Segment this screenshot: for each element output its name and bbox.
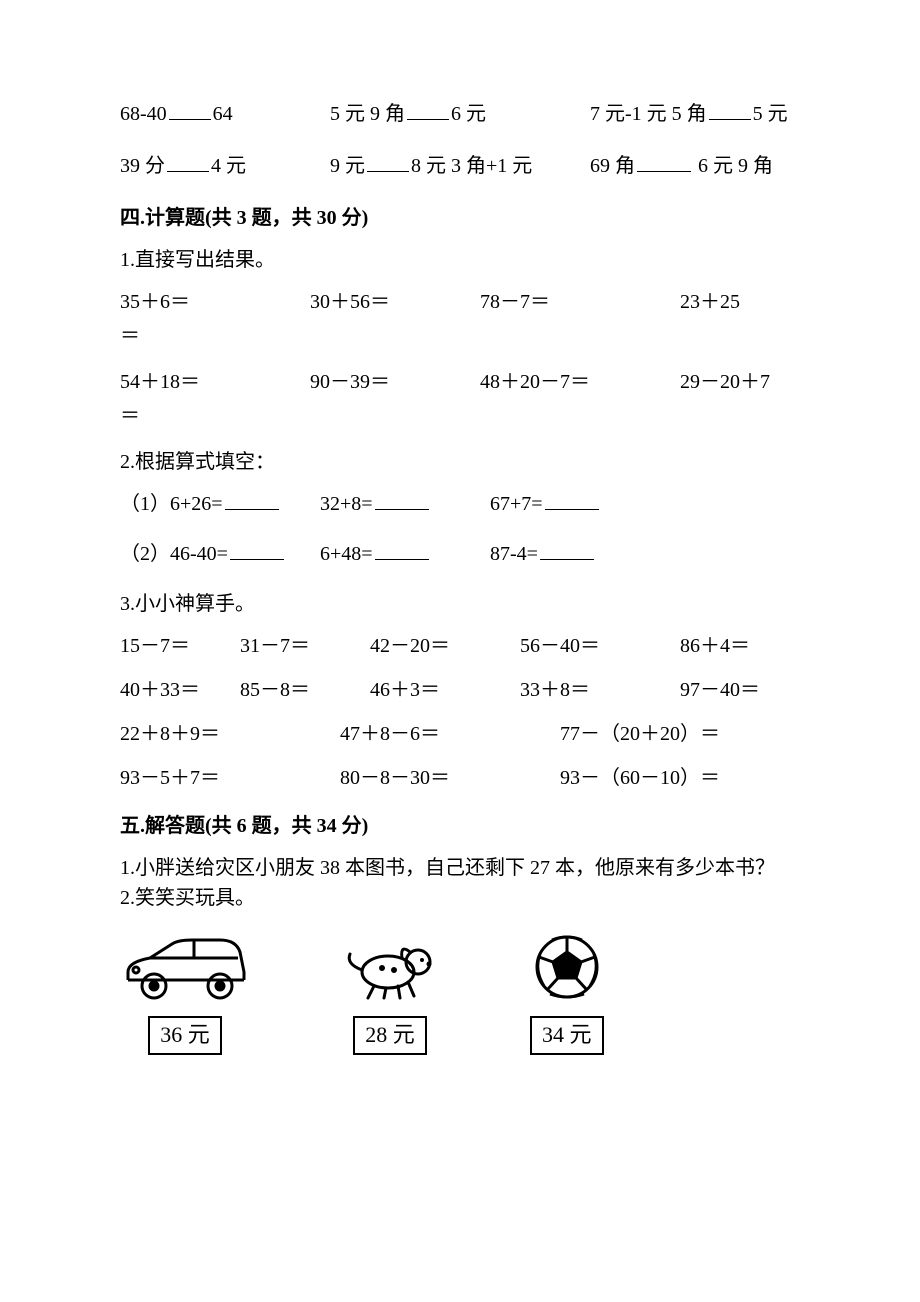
expr: 93－5＋7＝ <box>120 764 340 792</box>
trailing-equals: ＝ <box>120 402 800 430</box>
s4-q3-row4: 93－5＋7＝ 80－8－30＝ 93－（60－10）＝ <box>120 764 800 792</box>
expr: 40＋33＝ <box>120 676 240 704</box>
expr: 48＋20－7＝ <box>480 368 680 396</box>
blank <box>545 491 599 510</box>
expr: 87-4= <box>490 543 538 565</box>
comp-cell: 7 元-1 元 5 角 5 元 <box>590 100 788 128</box>
expr: 42－20＝ <box>370 632 520 660</box>
expr: 23＋25 <box>680 288 740 316</box>
car-icon <box>120 932 250 1002</box>
comp-left: 7 元-1 元 5 角 <box>590 103 707 125</box>
expr-blank: 6+48= <box>320 540 490 568</box>
expr: 31－7＝ <box>240 632 370 660</box>
expr: （1）6+26= <box>120 493 223 515</box>
comp-cell: 9 元 8 元 3 角+1 元 <box>330 152 590 180</box>
expr: 86＋4＝ <box>680 632 750 660</box>
comp-right: 64 <box>213 103 233 125</box>
expr: 33＋8＝ <box>520 676 680 704</box>
blank <box>367 153 409 172</box>
comparison-row-2: 39 分 4 元 9 元 8 元 3 角+1 元 69 角 6 元 9 角 <box>120 152 800 180</box>
comp-left: 68-40 <box>120 103 167 125</box>
blank <box>230 541 284 560</box>
blank <box>407 101 449 120</box>
s4-q3-row1: 15－7＝ 31－7＝ 42－20＝ 56－40＝ 86＋4＝ <box>120 632 800 660</box>
expr: 54＋18＝ <box>120 368 310 396</box>
s5-q1: 1.小胖送给灾区小朋友 38 本图书，自己还剩下 27 本，他原来有多少本书？ <box>120 854 800 882</box>
blank <box>375 491 429 510</box>
expr: 35＋6＝ <box>120 288 310 316</box>
comp-right: 6 元 <box>451 103 486 125</box>
comparison-row-1: 68-40 64 5 元 9 角 6 元 7 元-1 元 5 角 5 元 <box>120 100 800 128</box>
s4-q1-title: 1.直接写出结果。 <box>120 246 800 274</box>
comp-right: 6 元 9 角 <box>693 155 773 177</box>
section-5-heading: 五.解答题(共 6 题，共 34 分) <box>120 812 800 840</box>
expr: 22＋8＋9＝ <box>120 720 340 748</box>
s5-q2: 2.笑笑买玩具。 <box>120 884 800 912</box>
toy-row: 36 元 28 元 <box>120 932 800 1055</box>
comp-right: 4 元 <box>211 155 246 177</box>
ball-icon <box>532 932 602 1002</box>
expr: 15－7＝ <box>120 632 240 660</box>
blank <box>167 153 209 172</box>
s4-q3-row2: 40＋33＝ 85－8＝ 46＋3＝ 33＋8＝ 97－40＝ <box>120 676 800 704</box>
s4-q1-row2: 54＋18＝ 90－39＝ 48＋20－7＝ 29－20＋7 <box>120 368 800 396</box>
s4-q1-row1: 35＋6＝ 30＋56＝ 78－7＝ 23＋25 <box>120 288 800 316</box>
comp-left: 9 元 <box>330 155 365 177</box>
toy-car: 36 元 <box>120 932 250 1055</box>
blank <box>540 541 594 560</box>
blank <box>375 541 429 560</box>
price-ball: 34 元 <box>530 1016 604 1055</box>
comp-cell: 69 角 6 元 9 角 <box>590 152 773 180</box>
expr-blank: 87-4= <box>490 540 596 568</box>
s4-q2-row2: （2）46-40= 6+48= 87-4= <box>120 540 800 568</box>
expr-blank: 32+8= <box>320 490 490 518</box>
expr: 29－20＋7 <box>680 368 770 396</box>
trailing-equals: ＝ <box>120 322 800 350</box>
comp-cell: 68-40 64 <box>120 100 330 128</box>
comp-right: 8 元 3 角+1 元 <box>411 155 532 177</box>
blank <box>637 153 691 172</box>
expr: 85－8＝ <box>240 676 370 704</box>
expr: 97－40＝ <box>680 676 760 704</box>
comp-cell: 39 分 4 元 <box>120 152 330 180</box>
expr: 93－（60－10）＝ <box>560 764 720 792</box>
s4-q3-row3: 22＋8＋9＝ 47＋8－6＝ 77－（20＋20）＝ <box>120 720 800 748</box>
expr: 32+8= <box>320 493 373 515</box>
expr: 90－39＝ <box>310 368 480 396</box>
price-car: 36 元 <box>148 1016 222 1055</box>
dog-icon <box>340 940 440 1002</box>
toy-ball: 34 元 <box>530 932 604 1055</box>
expr-blank: （2）46-40= <box>120 540 320 568</box>
s4-q2-title: 2.根据算式填空： <box>120 448 800 476</box>
price-dog: 28 元 <box>353 1016 427 1055</box>
toy-dog: 28 元 <box>340 940 440 1055</box>
comp-right: 5 元 <box>753 103 788 125</box>
expr: 46＋3＝ <box>370 676 520 704</box>
expr: （2）46-40= <box>120 543 228 565</box>
expr-blank: 67+7= <box>490 490 601 518</box>
comp-left: 39 分 <box>120 155 165 177</box>
expr: 47＋8－6＝ <box>340 720 560 748</box>
expr: 56－40＝ <box>520 632 680 660</box>
comp-left: 69 角 <box>590 155 635 177</box>
blank <box>169 101 211 120</box>
section-4-heading: 四.计算题(共 3 题，共 30 分) <box>120 204 800 232</box>
s4-q2-row1: （1）6+26= 32+8= 67+7= <box>120 490 800 518</box>
blank <box>709 101 751 120</box>
expr: 80－8－30＝ <box>340 764 560 792</box>
comp-cell: 5 元 9 角 6 元 <box>330 100 590 128</box>
expr: 77－（20＋20）＝ <box>560 720 720 748</box>
expr: 30＋56＝ <box>310 288 480 316</box>
comp-left: 5 元 9 角 <box>330 103 405 125</box>
blank <box>225 491 279 510</box>
expr: 78－7＝ <box>480 288 680 316</box>
expr: 67+7= <box>490 493 543 515</box>
expr-blank: （1）6+26= <box>120 490 320 518</box>
expr: 6+48= <box>320 543 373 565</box>
s4-q3-title: 3.小小神算手。 <box>120 590 800 618</box>
